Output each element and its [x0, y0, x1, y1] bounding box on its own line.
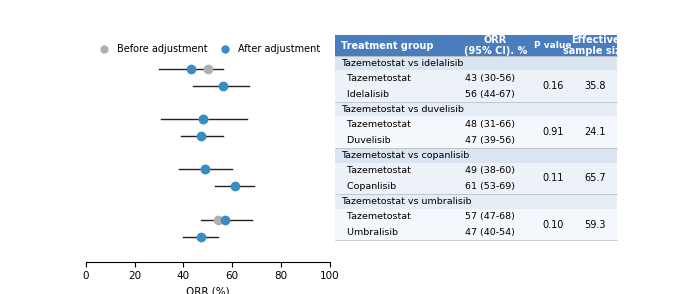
Text: 47 (40-54): 47 (40-54) — [464, 228, 514, 237]
Bar — [574, 35, 616, 56]
Text: Duvelisib: Duvelisib — [341, 136, 390, 145]
Bar — [574, 225, 616, 240]
Text: 49 (38-60): 49 (38-60) — [464, 166, 514, 175]
Text: Tazemetostat: Tazemetostat — [341, 74, 411, 83]
X-axis label: ORR (%): ORR (%) — [186, 287, 229, 294]
Bar — [459, 132, 532, 148]
Bar — [574, 116, 616, 132]
Bar — [459, 35, 532, 56]
Text: Tazemetostat vs copanlisib: Tazemetostat vs copanlisib — [341, 151, 469, 160]
Bar — [532, 178, 574, 194]
Text: Umbralisib: Umbralisib — [341, 228, 398, 237]
Bar — [574, 178, 616, 194]
Text: Tazemetostat: Tazemetostat — [341, 166, 411, 175]
Text: Tazemetostat vs duvelisib: Tazemetostat vs duvelisib — [341, 105, 464, 114]
Bar — [459, 86, 532, 102]
Bar — [532, 35, 574, 56]
Bar — [336, 178, 459, 194]
Text: 0.11: 0.11 — [543, 173, 564, 183]
Text: Tazemetostat: Tazemetostat — [341, 120, 411, 129]
Bar — [574, 70, 616, 86]
Bar — [336, 70, 459, 86]
Bar — [574, 163, 616, 178]
Bar — [532, 86, 574, 102]
Bar — [336, 102, 616, 116]
Bar — [574, 209, 616, 225]
Text: Idelalisib: Idelalisib — [341, 90, 389, 98]
Bar — [532, 116, 574, 132]
Text: 0.91: 0.91 — [543, 127, 564, 137]
Bar — [459, 178, 532, 194]
Bar — [336, 56, 616, 70]
Text: 35.8: 35.8 — [585, 81, 606, 91]
Bar — [532, 70, 574, 86]
Text: 57 (47-68): 57 (47-68) — [464, 212, 514, 221]
Text: Copanlisib: Copanlisib — [341, 182, 396, 191]
Bar — [336, 148, 616, 163]
Bar — [459, 225, 532, 240]
Bar — [574, 86, 616, 102]
Bar — [532, 209, 574, 225]
Bar — [336, 35, 459, 56]
Text: 65.7: 65.7 — [584, 173, 606, 183]
Text: Treatment group: Treatment group — [341, 41, 434, 51]
Bar — [336, 194, 616, 209]
Text: Tazemetostat: Tazemetostat — [341, 212, 411, 221]
Text: 0.10: 0.10 — [543, 220, 564, 230]
Bar — [336, 132, 459, 148]
Bar — [336, 225, 459, 240]
Bar — [336, 163, 459, 178]
Bar — [336, 116, 459, 132]
Text: 24.1: 24.1 — [585, 127, 606, 137]
Text: 47 (39-56): 47 (39-56) — [464, 136, 514, 145]
Text: 56 (44-67): 56 (44-67) — [464, 90, 514, 98]
Text: P value: P value — [534, 41, 572, 50]
Text: Effective
sample size: Effective sample size — [563, 35, 627, 56]
Bar — [459, 70, 532, 86]
Text: 61 (53-69): 61 (53-69) — [464, 182, 514, 191]
Bar — [459, 116, 532, 132]
Text: 0.16: 0.16 — [543, 81, 564, 91]
Text: ORR
(95% CI). %: ORR (95% CI). % — [464, 35, 527, 56]
Text: 43 (30-56): 43 (30-56) — [464, 74, 515, 83]
Text: 48 (31-66): 48 (31-66) — [464, 120, 514, 129]
Bar — [532, 163, 574, 178]
Bar — [532, 225, 574, 240]
Text: 59.3: 59.3 — [585, 220, 606, 230]
Text: Tazemetostat vs idelalisib: Tazemetostat vs idelalisib — [341, 59, 463, 68]
Bar — [532, 132, 574, 148]
Text: Tazemetostat vs umbralisib: Tazemetostat vs umbralisib — [341, 197, 471, 206]
Bar — [459, 209, 532, 225]
Bar — [574, 132, 616, 148]
Legend: Before adjustment, After adjustment: Before adjustment, After adjustment — [90, 40, 323, 58]
Bar — [336, 209, 459, 225]
Bar — [459, 163, 532, 178]
Bar — [336, 86, 459, 102]
